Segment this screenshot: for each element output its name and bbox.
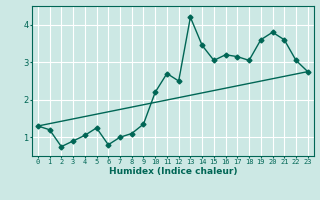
X-axis label: Humidex (Indice chaleur): Humidex (Indice chaleur): [108, 167, 237, 176]
